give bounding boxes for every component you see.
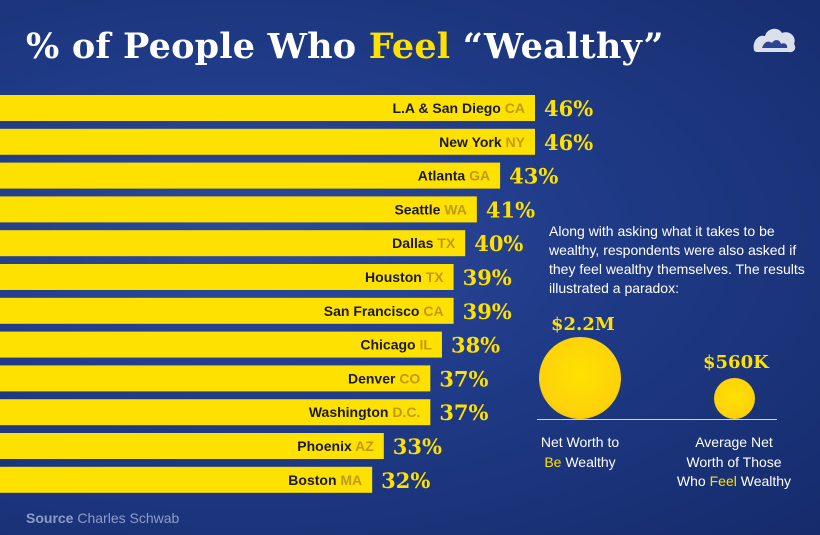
bubble-baseline bbox=[537, 419, 777, 420]
caption-highlight: Feel bbox=[709, 473, 737, 489]
value-label-san-francisco: 39% bbox=[463, 299, 512, 324]
bar-houston bbox=[0, 264, 454, 290]
bar-label-new-york: New York NY bbox=[439, 134, 526, 150]
caption-line: Worth of Those bbox=[686, 453, 782, 470]
caption-feel-wealthy: Average Net Worth of Those Who Feel Weal… bbox=[659, 433, 809, 492]
source-note: Source Charles Schwab bbox=[26, 510, 179, 526]
bar-washington bbox=[0, 399, 431, 426]
bubble-value-label-be-wealthy: $2.2M bbox=[551, 314, 615, 335]
bar-phoenix bbox=[0, 433, 384, 459]
intro-text: Along with asking what it takes to be we… bbox=[549, 223, 805, 296]
value-label-washington: 37% bbox=[439, 400, 488, 425]
bar-label-houston: Houston TX bbox=[365, 269, 444, 285]
caption-line: Average Net bbox=[695, 434, 773, 450]
bar-chicago bbox=[0, 331, 442, 358]
bar-san-francisco bbox=[0, 297, 454, 324]
state-code: NY bbox=[506, 134, 526, 150]
bar-label-washington: Washington D.C. bbox=[309, 404, 420, 420]
bar-label-dallas: Dallas TX bbox=[392, 235, 456, 251]
caption-line: Who bbox=[676, 473, 710, 489]
city-name: New York bbox=[439, 134, 505, 150]
city-name: Denver bbox=[348, 370, 399, 386]
state-code: WA bbox=[444, 201, 467, 217]
state-code: TX bbox=[437, 235, 456, 251]
city-name: Atlanta bbox=[418, 168, 469, 184]
caption-be-wealthy: Net Worth to Be Wealthy bbox=[505, 433, 655, 472]
bar-label-seattle: Seattle WA bbox=[394, 201, 466, 217]
bar-atlanta bbox=[0, 162, 501, 189]
state-code: CA bbox=[505, 100, 525, 116]
bar-label-boston: Boston MA bbox=[288, 472, 362, 488]
state-code: GA bbox=[469, 168, 490, 184]
city-name: San Francisco bbox=[324, 303, 424, 319]
state-code: MA bbox=[340, 472, 362, 488]
source-label: Source bbox=[26, 510, 74, 526]
value-label-atlanta: 43% bbox=[509, 164, 558, 189]
bar-label-l-a-san-diego: L.A & San Diego CA bbox=[392, 100, 525, 116]
city-name: Phoenix bbox=[297, 438, 355, 454]
caption-line: Net Worth to bbox=[540, 434, 620, 450]
value-label-phoenix: 33% bbox=[393, 434, 442, 459]
caption-highlight: Be bbox=[544, 453, 562, 470]
bar-label-chicago: Chicago IL bbox=[360, 337, 432, 353]
caption-line: Wealthy bbox=[561, 453, 616, 470]
bar-label-atlanta: Atlanta GA bbox=[418, 168, 490, 184]
value-label-houston: 39% bbox=[463, 265, 512, 290]
city-name: Chicago bbox=[360, 337, 419, 353]
state-code: AZ bbox=[355, 438, 374, 454]
value-label-chicago: 38% bbox=[451, 333, 500, 358]
city-name: Boston bbox=[288, 472, 340, 488]
bar-boston bbox=[0, 466, 373, 493]
bar-dallas bbox=[0, 230, 466, 257]
value-label-new-york: 46% bbox=[544, 130, 593, 155]
source-text: Charles Schwab bbox=[73, 510, 180, 526]
bubble-value-label-feel-wealthy: $560K bbox=[703, 352, 769, 373]
logo-icon bbox=[753, 28, 796, 53]
title-text-end: “Wealthy” bbox=[450, 26, 664, 67]
bar-label-san-francisco: San Francisco CA bbox=[324, 303, 444, 319]
city-name: Houston bbox=[365, 269, 426, 285]
caption-line: Wealthy bbox=[736, 473, 792, 489]
state-code: TX bbox=[426, 269, 445, 285]
title-highlight: Feel bbox=[368, 26, 451, 67]
value-label-boston: 32% bbox=[381, 468, 430, 493]
bar-label-phoenix: Phoenix AZ bbox=[297, 438, 374, 454]
value-label-seattle: 41% bbox=[486, 197, 535, 222]
state-code: CO bbox=[399, 370, 420, 386]
bar-seattle bbox=[0, 196, 477, 223]
value-label-denver: 37% bbox=[439, 366, 488, 391]
bar-l-a-san-diego bbox=[0, 95, 535, 121]
city-name: Washington bbox=[309, 404, 392, 420]
value-label-dallas: 40% bbox=[474, 231, 523, 256]
bar-label-denver: Denver CO bbox=[348, 370, 420, 386]
bar-new-york bbox=[0, 128, 535, 155]
chart-title: % of People Who Feel “Wealthy” bbox=[26, 26, 664, 67]
state-code: D.C. bbox=[392, 404, 420, 420]
state-code: CA bbox=[423, 303, 443, 319]
city-name: L.A & San Diego bbox=[392, 100, 504, 116]
bubble-be-wealthy bbox=[539, 337, 621, 419]
bubble-feel-wealthy bbox=[714, 378, 755, 419]
city-name: Dallas bbox=[392, 235, 437, 251]
city-name: Seattle bbox=[394, 201, 444, 217]
title-text: % of People Who bbox=[26, 26, 369, 67]
value-label-l-a-san-diego: 46% bbox=[544, 96, 593, 121]
state-code: IL bbox=[420, 337, 433, 353]
bar-denver bbox=[0, 365, 431, 392]
